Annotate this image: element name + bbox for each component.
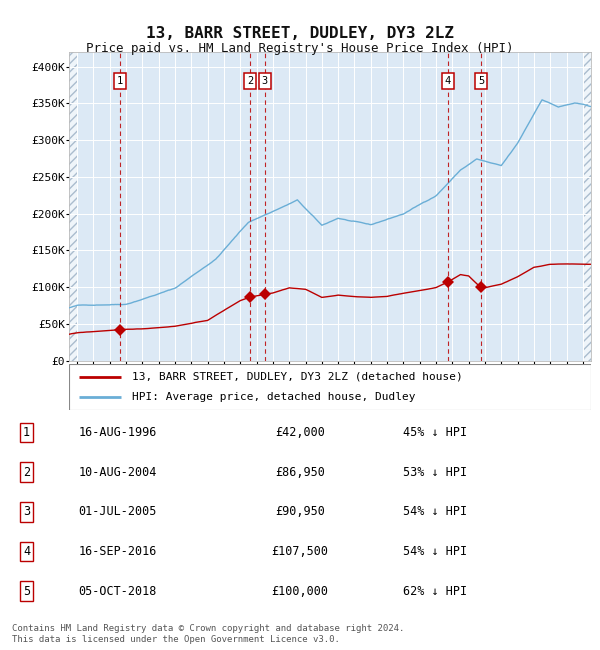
Text: 3: 3 [262,76,268,86]
Text: 16-SEP-2016: 16-SEP-2016 [79,545,157,558]
Text: 3: 3 [23,506,30,519]
Bar [69,52,77,361]
Text: 2: 2 [23,465,30,478]
Text: 1: 1 [117,76,123,86]
Bar [583,52,591,361]
Text: 05-OCT-2018: 05-OCT-2018 [79,585,157,598]
Text: 54% ↓ HPI: 54% ↓ HPI [403,506,467,519]
Text: £42,000: £42,000 [275,426,325,439]
Text: Contains HM Land Registry data © Crown copyright and database right 2024.
This d: Contains HM Land Registry data © Crown c… [12,624,404,644]
Text: 16-AUG-1996: 16-AUG-1996 [79,426,157,439]
Text: 01-JUL-2005: 01-JUL-2005 [79,506,157,519]
Bar [69,52,77,361]
Text: 2: 2 [247,76,253,86]
Text: 13, BARR STREET, DUDLEY, DY3 2LZ (detached house): 13, BARR STREET, DUDLEY, DY3 2LZ (detach… [131,372,463,382]
Text: 10-AUG-2004: 10-AUG-2004 [79,465,157,478]
Text: 4: 4 [23,545,30,558]
Text: 62% ↓ HPI: 62% ↓ HPI [403,585,467,598]
Bar [583,52,591,361]
Text: £100,000: £100,000 [271,585,329,598]
Text: £90,950: £90,950 [275,506,325,519]
Text: £107,500: £107,500 [271,545,329,558]
Text: Price paid vs. HM Land Registry's House Price Index (HPI): Price paid vs. HM Land Registry's House … [86,42,514,55]
Text: 1: 1 [23,426,30,439]
Text: 4: 4 [445,76,451,86]
Text: 53% ↓ HPI: 53% ↓ HPI [403,465,467,478]
Text: HPI: Average price, detached house, Dudley: HPI: Average price, detached house, Dudl… [131,392,415,402]
Text: 45% ↓ HPI: 45% ↓ HPI [403,426,467,439]
Text: 54% ↓ HPI: 54% ↓ HPI [403,545,467,558]
Text: 5: 5 [23,585,30,598]
Text: 5: 5 [478,76,484,86]
Text: £86,950: £86,950 [275,465,325,478]
Text: 13, BARR STREET, DUDLEY, DY3 2LZ: 13, BARR STREET, DUDLEY, DY3 2LZ [146,26,454,41]
